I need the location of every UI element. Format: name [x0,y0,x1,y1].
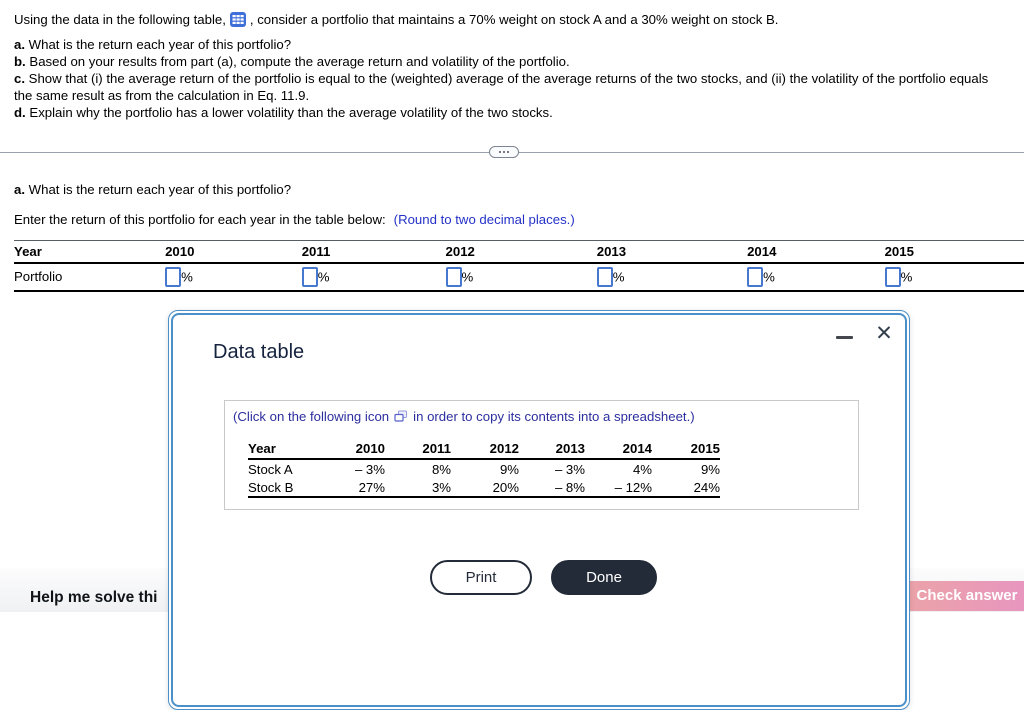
help-me-solve-button[interactable]: Help me solve thi [30,589,158,606]
portfolio-return-input-2013[interactable] [596,266,613,287]
check-answer-button[interactable]: Check answer [893,581,1024,611]
stock-year-header: 2010 [323,439,385,460]
stock-year-header: 2012 [451,439,519,460]
more-options-icon[interactable] [489,146,519,158]
answer-table-header-row: Year 2010 2011 2012 2013 2014 2015 [14,240,1024,264]
part-b-text: b. Based on your results from part (a), … [14,54,570,69]
answer-year-header: 2012 [445,240,597,264]
problem-intro-before: Using the data in the following table, [14,12,226,27]
copy-icon[interactable] [394,410,408,426]
part-a-text: a. What is the return each year of this … [14,37,292,52]
dialog-content-box: (Click on the following icon in order to… [224,400,859,510]
portfolio-return-input-2012[interactable] [445,266,462,287]
print-button[interactable]: Print [430,560,532,595]
answer-year-header: 2011 [301,240,446,264]
portfolio-row-label: Portfolio [14,262,166,292]
part-d-text: d. Explain why the portfolio has a lower… [14,105,553,120]
portfolio-return-input-2014[interactable] [747,266,764,287]
part-c-text-cont: the same result as from the calculation … [14,88,310,103]
portfolio-return-input-2011[interactable] [301,266,318,287]
stock-table-header-row: Year 2010 2011 2012 2013 2014 2015 [248,439,720,460]
copy-instruction: (Click on the following icon in order to… [233,409,695,426]
part-c-text: c. Show that (i) the average return of t… [14,71,989,86]
answer-table-portfolio-row: Portfolio % % % % % % [14,262,1024,292]
round-note: (Round to two decimal places.) [393,212,575,227]
stock-b-row: Stock B 27% 3% 20% – 8% – 12% 24% [248,478,720,498]
stock-data-table: Year 2010 2011 2012 2013 2014 2015 Stock… [248,439,720,498]
data-table-dialog: Data table ✕ (Click on the following ico… [168,310,910,710]
stock-year-header: 2011 [385,439,451,460]
portfolio-answer-table: Year 2010 2011 2012 2013 2014 2015 Portf… [14,240,1024,292]
answer-year-header: 2010 [165,240,302,264]
stock-year-header: 2015 [652,439,720,460]
question-a: a. What is the return each year of this … [14,182,292,197]
stock-year-header: 2013 [519,439,585,460]
close-icon[interactable]: ✕ [875,322,893,345]
done-button[interactable]: Done [551,560,657,595]
answer-year-header: 2014 [747,240,885,264]
stock-table-corner: Year [248,439,323,460]
portfolio-return-input-2010[interactable] [165,266,182,287]
dialog-title: Data table [213,341,305,363]
answer-instruction: Enter the return of this portfolio for e… [14,212,575,227]
stock-a-row: Stock A – 3% 8% 9% – 3% 4% 9% [248,461,720,477]
problem-intro: Using the data in the following table, ,… [14,12,1024,30]
minimize-icon[interactable] [836,332,856,344]
problem-intro-after: , consider a portfolio that maintains a … [249,12,779,27]
answer-table-corner: Year [14,240,166,264]
problem-parts: a. What is the return each year of this … [14,36,1024,121]
portfolio-return-input-2015[interactable] [884,266,901,287]
answer-year-header: 2013 [596,240,748,264]
stock-year-header: 2014 [585,439,652,460]
answer-year-header: 2015 [884,240,1024,264]
data-table-icon[interactable] [229,12,246,30]
